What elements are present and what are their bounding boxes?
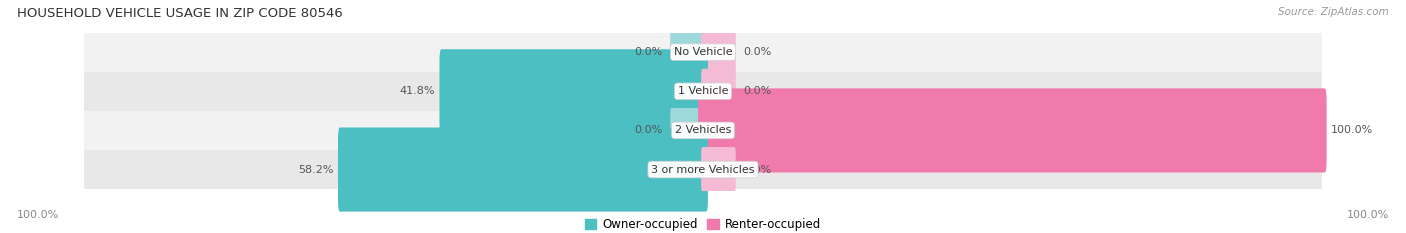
- Text: 0.0%: 0.0%: [744, 164, 772, 175]
- Bar: [84, 150, 1322, 189]
- Text: 3 or more Vehicles: 3 or more Vehicles: [651, 164, 755, 175]
- Text: 2 Vehicles: 2 Vehicles: [675, 125, 731, 135]
- FancyBboxPatch shape: [702, 69, 735, 114]
- Text: 0.0%: 0.0%: [634, 125, 662, 135]
- FancyBboxPatch shape: [337, 127, 709, 212]
- FancyBboxPatch shape: [702, 30, 735, 75]
- Text: 0.0%: 0.0%: [744, 47, 772, 57]
- Text: HOUSEHOLD VEHICLE USAGE IN ZIP CODE 80546: HOUSEHOLD VEHICLE USAGE IN ZIP CODE 8054…: [17, 7, 343, 20]
- Text: 100.0%: 100.0%: [17, 210, 59, 220]
- FancyBboxPatch shape: [671, 108, 704, 153]
- Text: 100.0%: 100.0%: [1331, 125, 1374, 135]
- Text: 100.0%: 100.0%: [1347, 210, 1389, 220]
- Text: No Vehicle: No Vehicle: [673, 47, 733, 57]
- Text: 1 Vehicle: 1 Vehicle: [678, 86, 728, 96]
- Text: 41.8%: 41.8%: [399, 86, 434, 96]
- Text: Source: ZipAtlas.com: Source: ZipAtlas.com: [1278, 7, 1389, 17]
- Bar: [84, 72, 1322, 111]
- FancyBboxPatch shape: [702, 147, 735, 192]
- Text: 0.0%: 0.0%: [744, 86, 772, 96]
- FancyBboxPatch shape: [671, 30, 704, 75]
- Text: 58.2%: 58.2%: [298, 164, 333, 175]
- FancyBboxPatch shape: [440, 49, 709, 133]
- Legend: Owner-occupied, Renter-occupied: Owner-occupied, Renter-occupied: [579, 213, 827, 233]
- Bar: [84, 33, 1322, 72]
- Bar: [84, 111, 1322, 150]
- Text: 0.0%: 0.0%: [634, 47, 662, 57]
- FancyBboxPatch shape: [697, 88, 1327, 172]
